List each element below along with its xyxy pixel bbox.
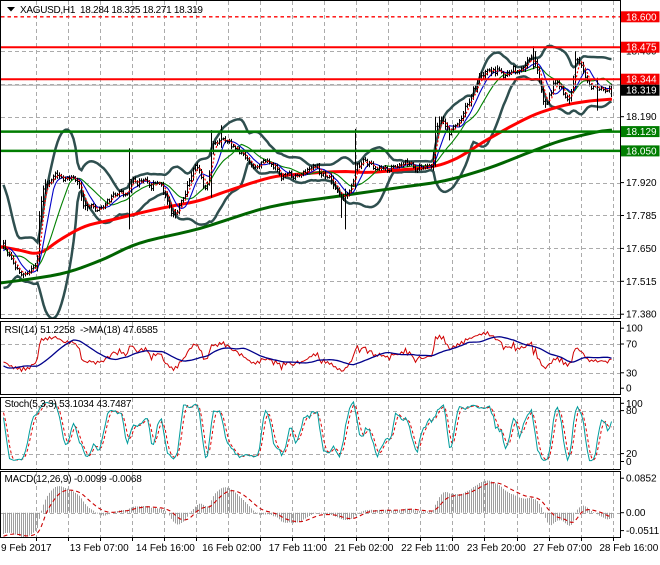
svg-text:100: 100 — [626, 324, 643, 335]
svg-text:0: 0 — [626, 457, 632, 468]
svg-text:17.380: 17.380 — [626, 310, 657, 321]
svg-text:Stoch(5,3,3) 53.1034 43.7487: Stoch(5,3,3) 53.1034 43.7487 — [5, 399, 132, 410]
svg-text:17.785: 17.785 — [626, 211, 657, 222]
svg-text:70: 70 — [626, 340, 638, 351]
svg-text:18.319: 18.319 — [626, 86, 657, 97]
svg-text:13 Feb 07:00: 13 Feb 07:00 — [70, 543, 129, 554]
svg-text:27 Feb 07:00: 27 Feb 07:00 — [533, 543, 592, 554]
svg-text:80: 80 — [626, 406, 638, 417]
svg-text:0.00: 0.00 — [626, 508, 646, 519]
svg-text:MACD(12,26,9) -0.0099 -0.0068: MACD(12,26,9) -0.0099 -0.0068 — [5, 474, 143, 485]
svg-text:17.515: 17.515 — [626, 277, 657, 288]
svg-text:100: 100 — [626, 399, 643, 410]
svg-text:14 Feb 16:00: 14 Feb 16:00 — [136, 543, 195, 554]
svg-text:28 Feb 16:00: 28 Feb 16:00 — [599, 543, 658, 554]
svg-text:30: 30 — [626, 368, 638, 379]
svg-text:0: 0 — [626, 384, 632, 395]
svg-text:17.650: 17.650 — [626, 244, 657, 255]
svg-text:18.050: 18.050 — [626, 146, 657, 157]
svg-text:18.129: 18.129 — [626, 127, 657, 138]
svg-text:-0.0511: -0.0511 — [626, 526, 660, 537]
svg-text:21 Feb 02:00: 21 Feb 02:00 — [335, 543, 394, 554]
svg-text:17.920: 17.920 — [626, 178, 657, 189]
svg-text:9 Feb 2017: 9 Feb 2017 — [1, 543, 52, 554]
svg-text:22 Feb 11:00: 22 Feb 11:00 — [401, 543, 460, 554]
svg-text:20: 20 — [626, 449, 638, 460]
svg-text:16 Feb 02:00: 16 Feb 02:00 — [202, 543, 261, 554]
svg-text:18.600: 18.600 — [626, 12, 657, 23]
svg-text:18.344: 18.344 — [626, 75, 657, 86]
svg-text:0.0852: 0.0852 — [626, 474, 657, 485]
svg-text:XAGUSD,H1 18.284 18.325 18.27: XAGUSD,H1 18.284 18.325 18.271 18.319 — [20, 5, 203, 16]
svg-text:17 Feb 11:00: 17 Feb 11:00 — [269, 543, 328, 554]
svg-text:18.190: 18.190 — [626, 112, 657, 123]
svg-text:23 Feb 20:00: 23 Feb 20:00 — [467, 543, 526, 554]
svg-text:RSI(14) 51.2258 ->MA(18) 47.6: RSI(14) 51.2258 ->MA(18) 47.6585 — [5, 325, 159, 336]
svg-text:18.475: 18.475 — [626, 43, 657, 54]
